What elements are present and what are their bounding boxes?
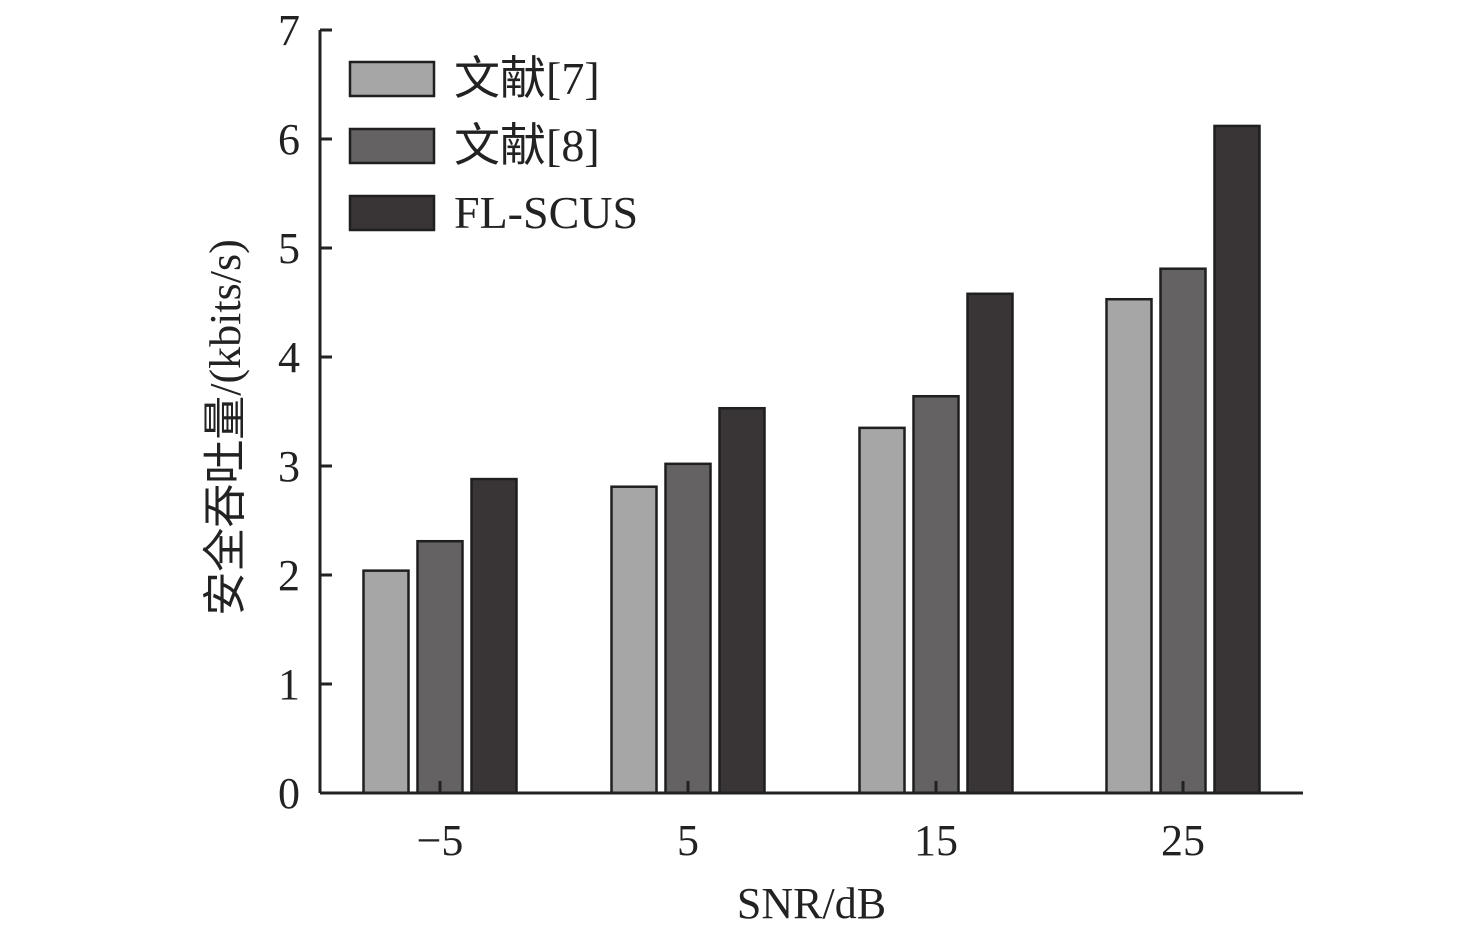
y-tick-label: 0 [278, 769, 300, 818]
y-tick-label: 7 [278, 6, 300, 55]
x-tick-label: 15 [914, 816, 958, 865]
y-tick-label: 4 [278, 333, 300, 382]
bar-2-4 [1159, 267, 1207, 795]
bar-2-2 [664, 462, 712, 795]
x-tick-label: 5 [677, 816, 699, 865]
x-tick-label: 25 [1161, 816, 1205, 865]
bar-1-1 [362, 569, 410, 795]
y-tick-label: 6 [278, 115, 300, 164]
legend-label: 文献[8] [454, 120, 600, 171]
x-tick-label: −5 [417, 816, 464, 865]
legend-swatch [348, 60, 436, 98]
legend-label: 文献[7] [454, 53, 600, 104]
bar-1-4 [1105, 297, 1153, 795]
bars-layer [362, 124, 1261, 795]
axes [318, 30, 1303, 795]
bar-1-2 [610, 485, 658, 795]
y-ticks: 0 1 2 3 4 5 6 7 [278, 6, 332, 818]
y-axis-label: 安全吞吐量/(kbits/s) [201, 239, 250, 615]
y-tick-label: 1 [278, 660, 300, 709]
x-axis-label: SNR/dB [737, 879, 886, 928]
bar-3-1 [470, 477, 518, 795]
x-ticks: −5 5 15 25 [417, 781, 1205, 865]
bar-2-1 [416, 539, 464, 795]
bar-3-3 [966, 292, 1014, 795]
y-tick-label: 5 [278, 224, 300, 273]
bar-1-3 [858, 426, 906, 795]
legend: 文献[7] 文献[8] FL-SCUS [348, 53, 638, 238]
legend-swatch [348, 127, 436, 165]
y-tick-label: 3 [278, 442, 300, 491]
legend-label: FL-SCUS [454, 187, 638, 238]
y-tick-label: 2 [278, 551, 300, 600]
bar-3-4 [1213, 124, 1261, 795]
bar-2-3 [912, 394, 960, 795]
bar-3-2 [718, 406, 766, 795]
legend-swatch [348, 194, 436, 232]
